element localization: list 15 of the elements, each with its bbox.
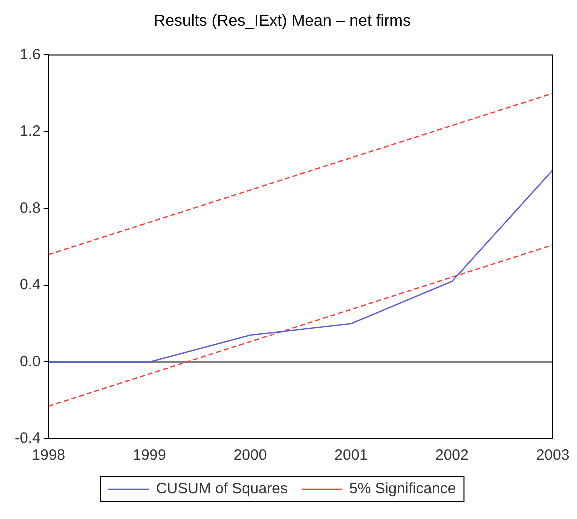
legend-label: CUSUM of Squares xyxy=(156,480,288,498)
y-tick-label: 1.2 xyxy=(20,123,41,140)
y-tick-label: 1.6 xyxy=(20,46,41,64)
x-tick-label: 2001 xyxy=(334,447,368,464)
y-tick-label: 0.4 xyxy=(20,276,41,294)
chart-title: Results (Res_IExt) Mean – net firms xyxy=(154,13,411,30)
x-tick-label: 2002 xyxy=(435,447,469,464)
x-tick-label: 1999 xyxy=(132,447,166,464)
x-tick-label: 1998 xyxy=(32,447,66,464)
y-tick-label: 0.0 xyxy=(20,353,41,370)
y-tick-label: -0.4 xyxy=(14,430,41,448)
x-tick-label: 2000 xyxy=(234,447,268,464)
x-tick-label: 2003 xyxy=(536,447,570,464)
legend-label: 5% Significance xyxy=(349,480,456,498)
y-tick-label: 0.8 xyxy=(20,200,41,217)
